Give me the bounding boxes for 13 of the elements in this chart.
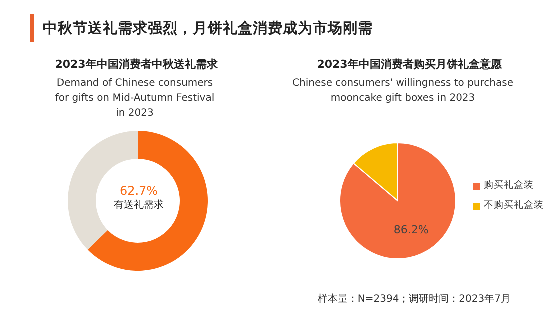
legend-label: 购买礼盒装 bbox=[484, 179, 534, 193]
text: 样本量：N=2394；调研时间：2023年7月 bbox=[318, 292, 511, 306]
chart-subtitle: Demand of Chinese consumers for gifts on Mid-Autumn Festival in 2023 bbox=[55, 77, 215, 121]
pie-slice bbox=[340, 142, 456, 260]
chart-title: 2023年中国消费者中秋送礼需求 bbox=[54, 57, 219, 72]
text: 中秋节送礼需求强烈，月饼礼盒消费成为市场刚需 bbox=[43, 20, 373, 38]
donut-slice bbox=[88, 131, 208, 271]
chart-title: 2023年中国消费者购买月饼礼盒意愿 bbox=[316, 57, 503, 72]
data-label: 62.7% bbox=[118, 184, 160, 199]
slice-label: 有送礼需求 bbox=[114, 199, 164, 213]
legend-label: 不购买礼盒装 bbox=[484, 199, 544, 213]
data-label: 86.2% bbox=[394, 223, 429, 236]
chart-subtitle: Chinese consumers' willingness to purchase mooncake gift boxes in 2023 bbox=[292, 77, 514, 106]
